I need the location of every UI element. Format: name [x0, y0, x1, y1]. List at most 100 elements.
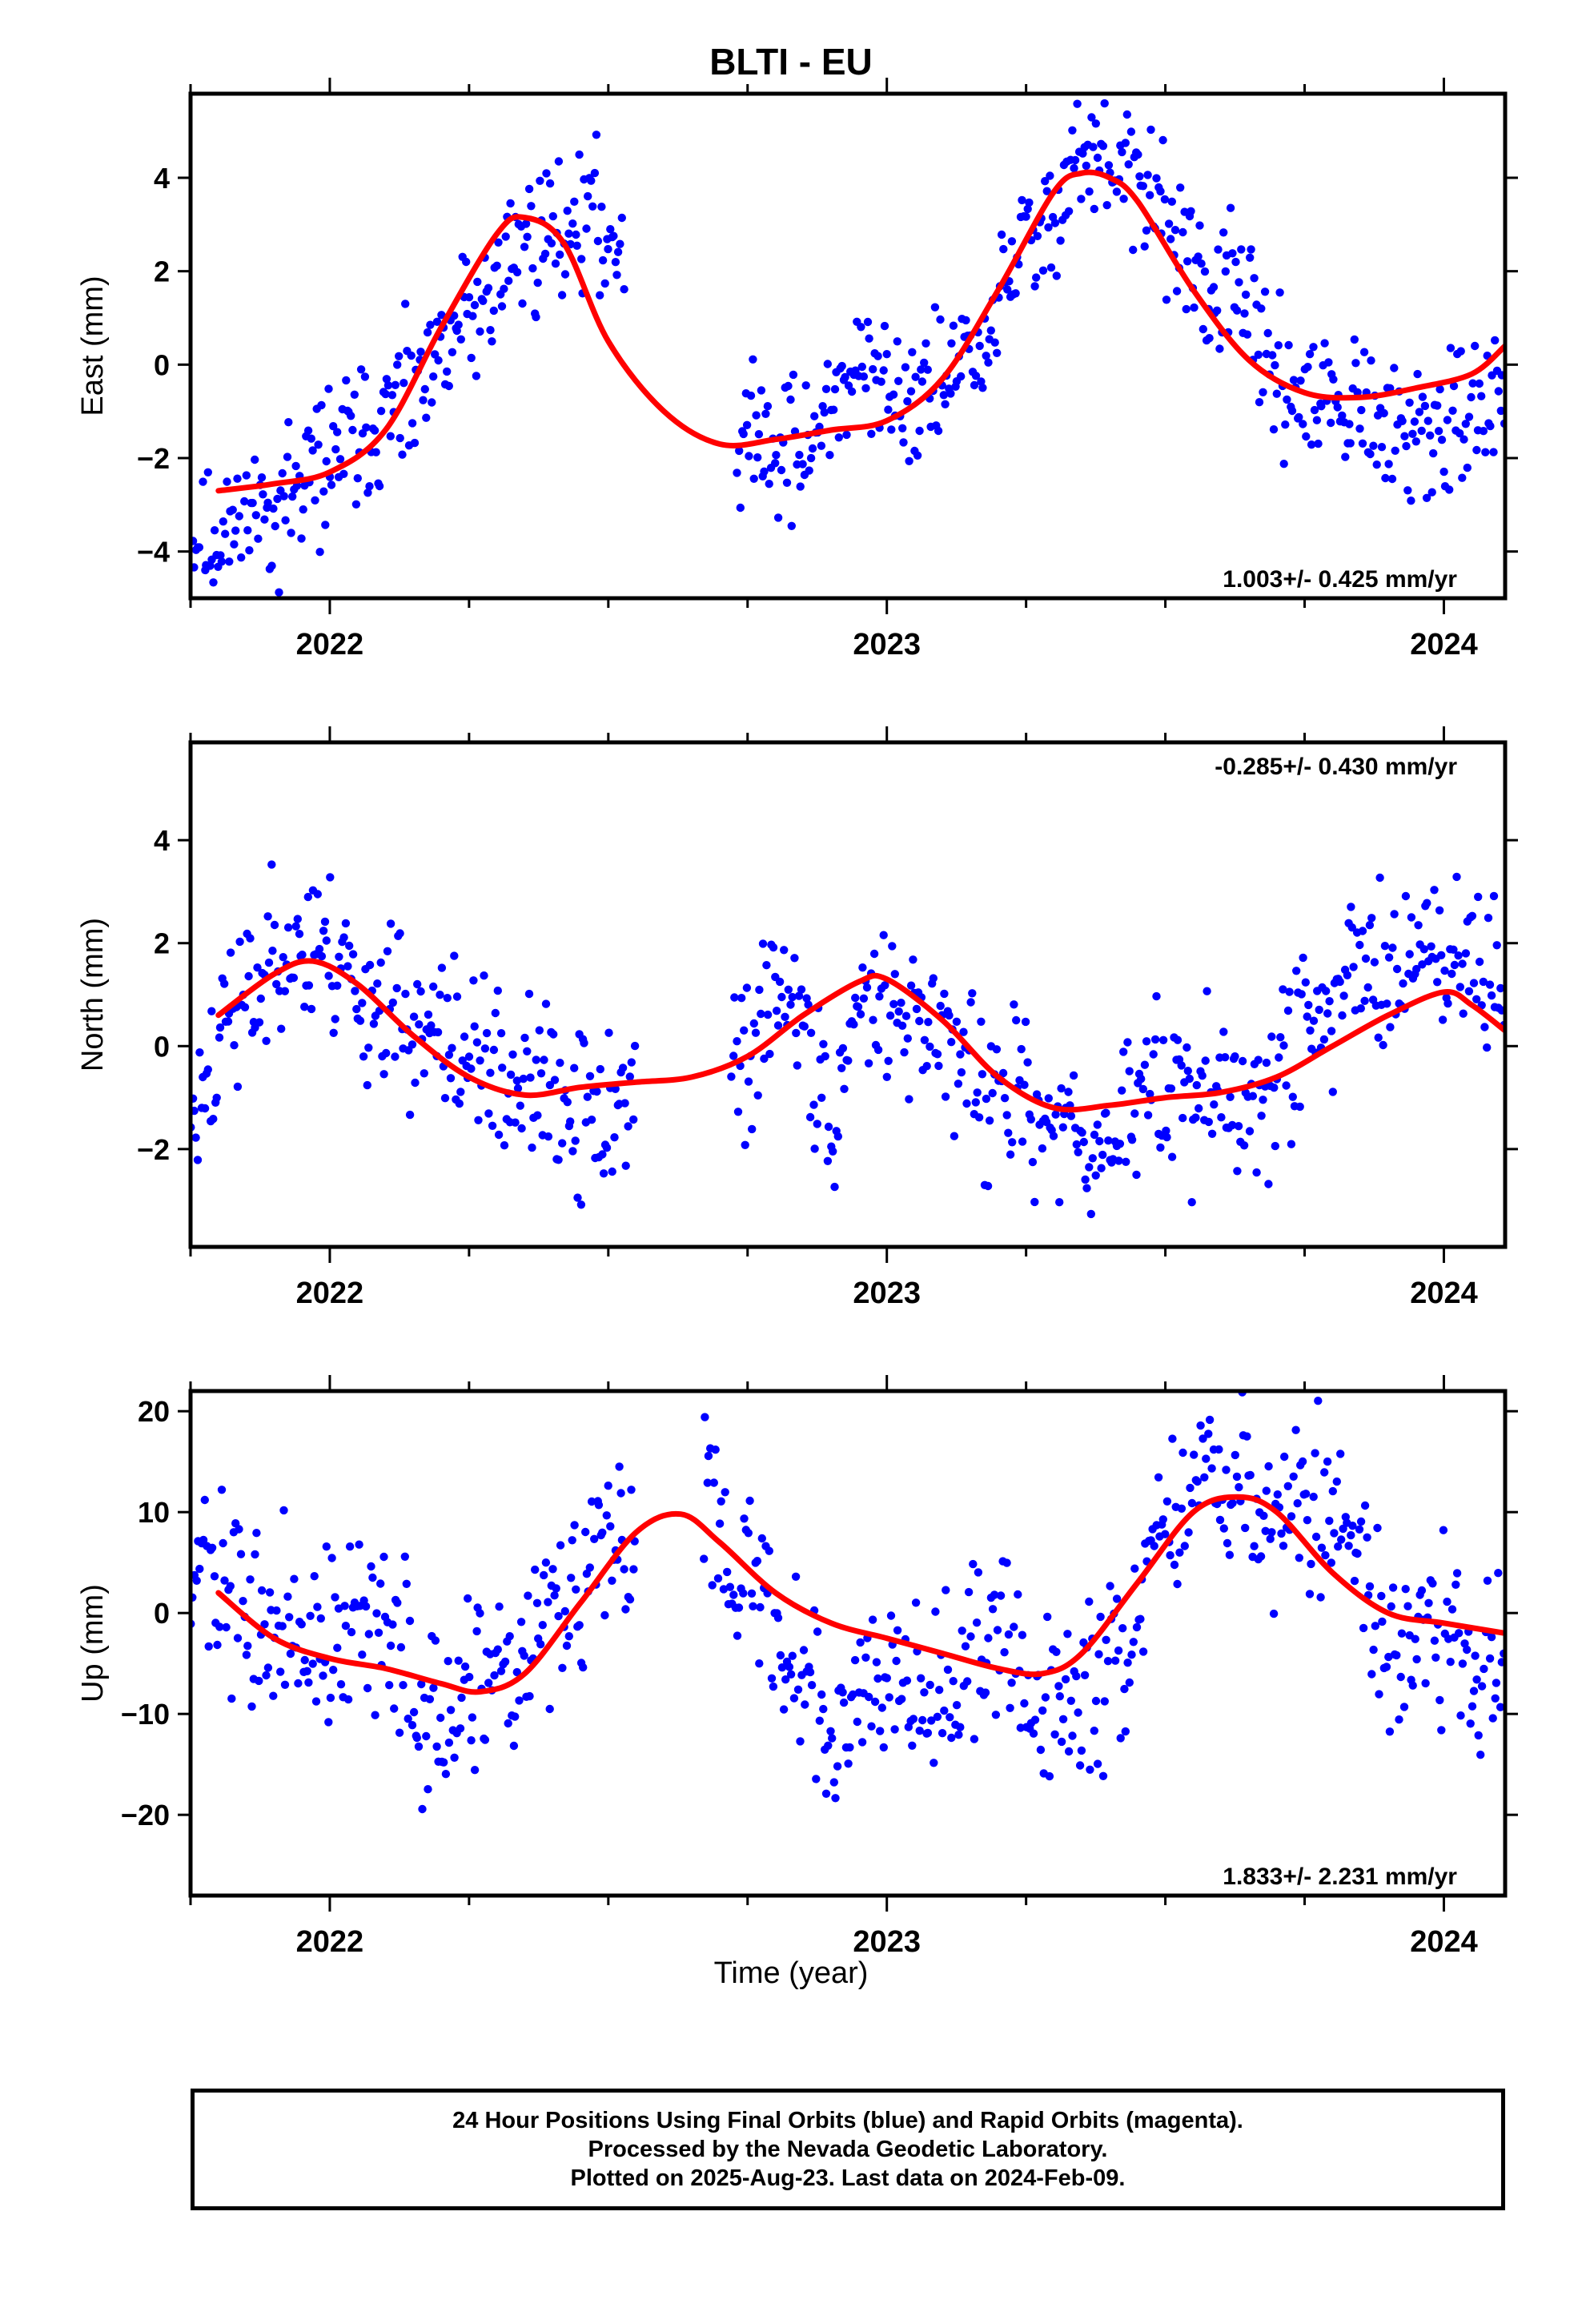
up-point: [773, 1614, 783, 1622]
up-point: [1241, 1523, 1250, 1533]
north-point: [1119, 1047, 1128, 1056]
east-point: [1320, 339, 1329, 348]
north-point: [566, 1117, 575, 1126]
north-point: [1017, 1044, 1026, 1054]
north-point: [496, 1029, 506, 1038]
north-point: [436, 991, 444, 999]
up-point: [1162, 1497, 1172, 1506]
up-point: [789, 1694, 799, 1703]
north-point: [486, 1068, 495, 1077]
up-point: [418, 1804, 427, 1814]
north-point: [307, 1004, 316, 1014]
north-point: [277, 1024, 286, 1033]
north-point: [856, 1010, 865, 1019]
east-point: [1156, 187, 1165, 196]
north-point: [455, 1099, 464, 1108]
east-point: [554, 157, 564, 166]
north-point: [341, 919, 351, 928]
north-point: [587, 1116, 596, 1124]
up-point: [1280, 1452, 1289, 1462]
east-point: [1032, 273, 1041, 282]
up-point: [515, 1696, 524, 1705]
up-point: [558, 1663, 567, 1672]
east-point: [1052, 271, 1062, 280]
up-point: [308, 1659, 317, 1668]
up-point: [1030, 1715, 1040, 1724]
north-point: [1388, 943, 1397, 952]
up-point: [970, 1735, 979, 1743]
east-point: [1446, 344, 1456, 352]
up-point: [304, 1678, 313, 1687]
north-point: [244, 971, 253, 981]
east-point: [598, 255, 608, 265]
east-point: [371, 448, 380, 456]
up-point: [545, 1704, 554, 1714]
up-point: [1170, 1560, 1179, 1570]
east-point: [209, 578, 218, 587]
up-point: [984, 1634, 993, 1642]
up-ytick-label: 0: [154, 1597, 170, 1630]
east-point: [1158, 135, 1167, 145]
north-point: [351, 987, 359, 995]
up-point: [1129, 1638, 1138, 1647]
up-point: [564, 1632, 573, 1641]
up-point: [585, 1563, 594, 1572]
north-point: [1349, 963, 1358, 971]
north-point: [775, 977, 785, 987]
station-title: BLTI - EU: [709, 41, 873, 82]
east-point: [1126, 127, 1136, 136]
north-point: [467, 1064, 476, 1073]
north-point: [1452, 872, 1461, 882]
north-point: [1238, 1056, 1247, 1066]
north-point: [800, 1022, 809, 1031]
up-point: [1158, 1515, 1168, 1524]
north-point: [433, 1027, 443, 1037]
up-point: [908, 1741, 917, 1750]
east-point: [915, 426, 924, 436]
up-point: [1264, 1462, 1273, 1471]
east-point: [1152, 174, 1161, 183]
north-rate-label: -0.285+/- 0.430 mm/yr: [1215, 754, 1457, 780]
footer-line-1: 24 Hour Positions Using Final Orbits (bl…: [452, 2108, 1243, 2133]
north-point: [618, 1063, 628, 1072]
north-point: [889, 999, 898, 1009]
east-point: [271, 521, 279, 531]
up-point: [385, 1681, 394, 1690]
up-point: [1359, 1623, 1368, 1633]
up-point: [1439, 1526, 1448, 1534]
east-point: [225, 557, 234, 566]
up-point: [364, 1630, 373, 1638]
up-point: [824, 1741, 833, 1750]
east-observations: [191, 99, 1505, 598]
east-point: [314, 440, 323, 449]
east-point: [947, 339, 956, 348]
up-point: [1132, 1622, 1142, 1632]
north-point: [293, 915, 302, 923]
east-point: [1162, 296, 1171, 304]
north-point: [246, 934, 255, 943]
north-point: [936, 1001, 945, 1011]
up-point: [572, 1585, 580, 1594]
up-point: [796, 1737, 805, 1746]
up-point: [839, 1698, 849, 1707]
north-point: [929, 974, 938, 983]
east-point: [1475, 379, 1484, 388]
north-point: [1438, 1015, 1447, 1024]
east-point: [1387, 474, 1397, 484]
north-point: [256, 994, 265, 1003]
north-point: [793, 1061, 801, 1070]
up-point: [367, 1562, 375, 1571]
up-point: [876, 1727, 885, 1735]
east-point: [1213, 306, 1222, 315]
up-point: [1447, 1605, 1457, 1614]
up-point: [1377, 1591, 1386, 1601]
east-point: [830, 384, 840, 394]
north-point: [416, 987, 425, 996]
north-point: [420, 1069, 428, 1078]
up-point: [290, 1574, 299, 1583]
east-ytick-label: 4: [154, 162, 170, 195]
east-point: [1247, 245, 1255, 254]
east-point: [1018, 195, 1026, 205]
up-point: [371, 1711, 379, 1719]
east-point: [911, 372, 920, 381]
